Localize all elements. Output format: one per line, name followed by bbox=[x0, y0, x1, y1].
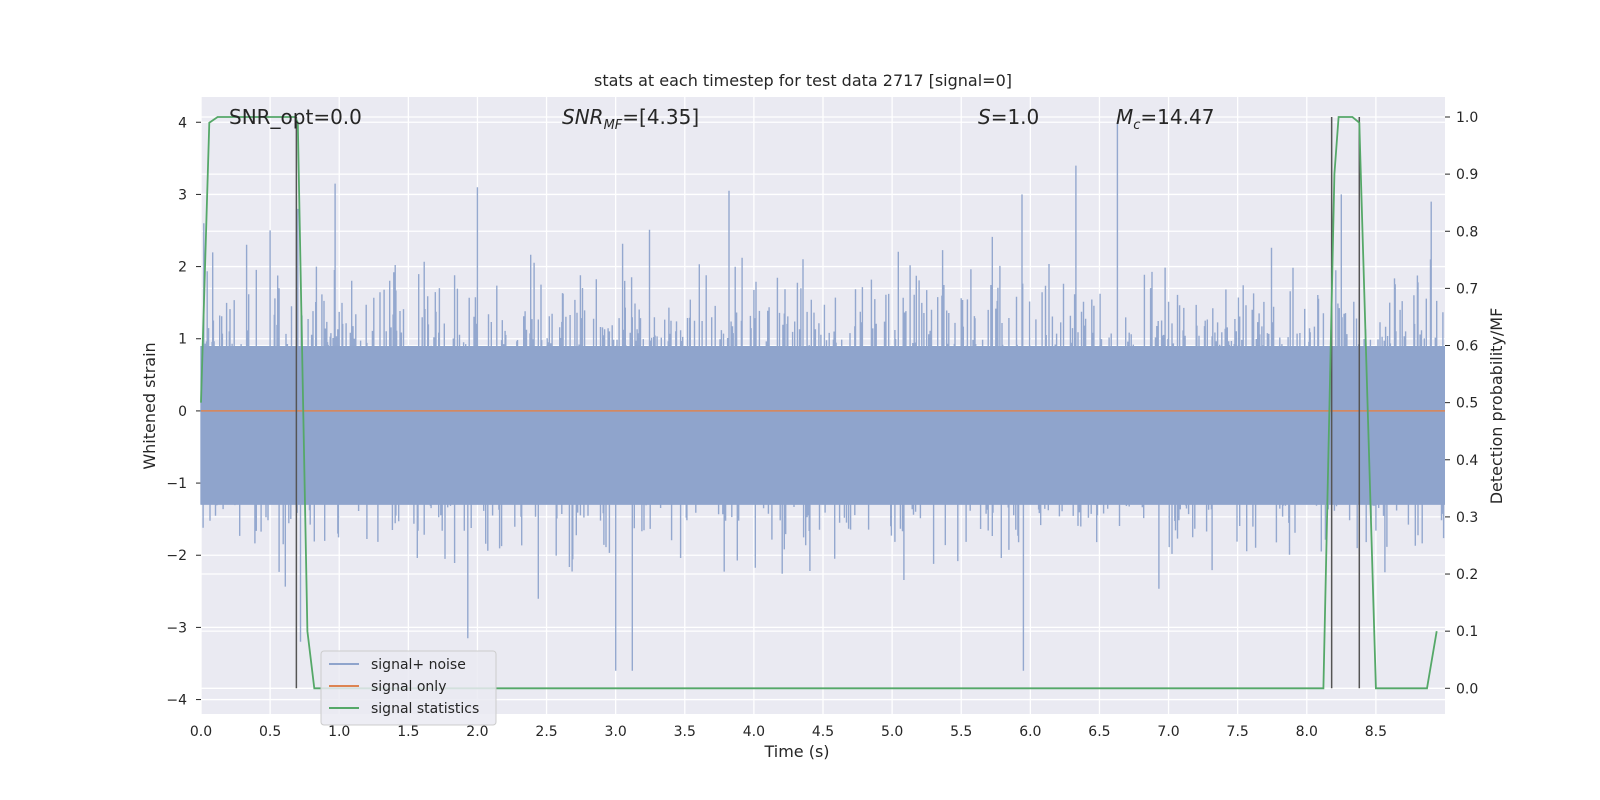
y-tick-label: 3 bbox=[178, 187, 187, 203]
annotation-snr-mf-symbol: SNR bbox=[562, 105, 604, 129]
legend-label-signal-statistics: signal statistics bbox=[371, 701, 479, 717]
y-tick-label: 0 bbox=[178, 404, 187, 420]
legend: signal+ noise signal only signal statist… bbox=[320, 650, 497, 726]
annotation-mc-value: =14.47 bbox=[1140, 105, 1214, 129]
annotation-mc-subscript: c bbox=[1133, 118, 1140, 133]
annotation-snr-opt: SNR_opt=0.0 bbox=[229, 105, 362, 129]
y-tick-label: 1 bbox=[178, 332, 187, 348]
x-tick-label: 3.5 bbox=[674, 724, 696, 740]
x-tick-labels: 0.0 0.5 1.0 1.5 2.0 2.5 3.0 3.5 4.0 4.5 5.0 5.5 6.0 6… bbox=[190, 724, 1387, 740]
y-tick-label: −2 bbox=[166, 548, 187, 564]
y2-axis-label: Detection probability/MF bbox=[1487, 308, 1506, 505]
y2-tick-label: 0.0 bbox=[1456, 681, 1478, 697]
y-tick-labels: 4 3 2 1 0 −1 −2 −3 −4 bbox=[166, 115, 187, 708]
x-tick-label: 0.0 bbox=[190, 724, 212, 740]
x-tick-label: 4.0 bbox=[743, 724, 765, 740]
x-axis-label: Time (s) bbox=[763, 742, 829, 761]
y-tick-label: −1 bbox=[166, 476, 187, 492]
legend-box bbox=[320, 650, 497, 726]
y2-tick-label: 0.1 bbox=[1456, 624, 1478, 640]
annotation-snr-mf-value: =[4.35] bbox=[622, 105, 699, 129]
annotation-mc: Mc=14.47 bbox=[1116, 105, 1214, 133]
x-tick-label: 5.0 bbox=[881, 724, 903, 740]
x-tick-label: 6.5 bbox=[1088, 724, 1110, 740]
x-tick-label: 0.5 bbox=[259, 724, 281, 740]
legend-label-signal-noise: signal+ noise bbox=[371, 657, 466, 673]
y2-tick-label: 0.8 bbox=[1456, 224, 1478, 240]
x-tick-label: 3.0 bbox=[605, 724, 627, 740]
signal-noise-core bbox=[201, 345, 1445, 505]
y2-tick-label: 0.7 bbox=[1456, 281, 1478, 297]
y2-tick-label: 0.6 bbox=[1456, 339, 1478, 355]
y2-tick-label: 0.5 bbox=[1456, 396, 1478, 412]
chart-title: stats at each timestep for test data 271… bbox=[594, 71, 1012, 90]
y2-tick-label: 0.9 bbox=[1456, 167, 1478, 183]
y2-tick-label: 0.4 bbox=[1456, 453, 1478, 469]
y-tick-label: 2 bbox=[178, 260, 187, 276]
x-tick-label: 8.5 bbox=[1365, 724, 1387, 740]
y-tick-label: −3 bbox=[166, 620, 187, 636]
legend-label-signal-only: signal only bbox=[371, 679, 446, 695]
annotation-s: S=1.0 bbox=[978, 105, 1039, 129]
y2-tick-label: 0.3 bbox=[1456, 510, 1478, 526]
y-tick-label: −4 bbox=[166, 693, 187, 709]
annotation-snr-mf: SNRMF=[4.35] bbox=[562, 105, 699, 133]
y-tick-label: 4 bbox=[178, 115, 187, 131]
series-lines bbox=[200, 116, 1445, 690]
annotation-snr-mf-subscript: MF bbox=[604, 118, 623, 133]
annotation-s-value: =1.0 bbox=[991, 105, 1040, 129]
y-axis-label: Whitened strain bbox=[140, 342, 159, 469]
x-tick-label: 1.0 bbox=[328, 724, 350, 740]
x-tick-label: 2.0 bbox=[466, 724, 488, 740]
series-signal-noise bbox=[200, 122, 1445, 671]
x-tick-label: 5.5 bbox=[950, 724, 972, 740]
y2-tick-label: 1.0 bbox=[1456, 110, 1478, 126]
x-tick-label: 8.0 bbox=[1296, 724, 1318, 740]
annotation-mc-symbol: M bbox=[1116, 105, 1133, 129]
x-tick-label: 7.0 bbox=[1157, 724, 1179, 740]
signal-statistics-line bbox=[200, 116, 1438, 690]
annotation-s-symbol: S bbox=[978, 105, 991, 129]
x-tick-label: 1.5 bbox=[397, 724, 419, 740]
x-tick-label: 2.5 bbox=[535, 724, 557, 740]
y2-tick-label: 0.2 bbox=[1456, 567, 1478, 583]
x-tick-label: 7.5 bbox=[1227, 724, 1249, 740]
y2-tick-labels: 1.0 0.9 0.8 0.7 0.6 0.5 0.4 0.3 0.2 0.1 0.0 bbox=[1456, 110, 1478, 697]
x-tick-label: 4.5 bbox=[812, 724, 834, 740]
x-tick-label: 6.0 bbox=[1019, 724, 1041, 740]
